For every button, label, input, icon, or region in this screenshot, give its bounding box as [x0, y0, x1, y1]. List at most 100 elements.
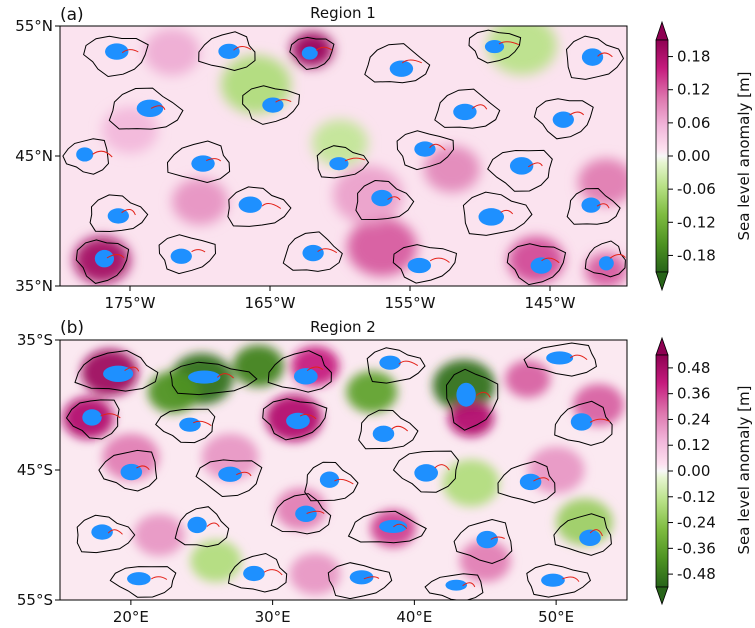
anomaly-blob [459, 539, 511, 583]
eddy-track [106, 253, 125, 259]
eddy-contour [98, 449, 158, 492]
eddy-contour [358, 409, 419, 450]
eddy-core [105, 43, 129, 60]
eddy-core [76, 147, 94, 162]
eddy-track [317, 248, 338, 254]
eddy-core [94, 249, 114, 268]
eddy-core [302, 244, 324, 262]
anomaly-blob [527, 446, 585, 494]
panel-b-label: (b) [60, 318, 84, 338]
eddy-core [581, 48, 604, 66]
eddy-contour [198, 31, 256, 72]
colorbar-tick-label: -0.12 [677, 488, 716, 506]
colorbar-tick-label: -0.06 [677, 180, 716, 198]
eddy-track [393, 523, 408, 530]
eddy-track [471, 104, 488, 110]
colorbar-a-top-extension [655, 20, 669, 41]
eddy-core [107, 208, 129, 224]
eddy-contour [523, 342, 597, 377]
x-tick-label: 50°E [538, 608, 574, 626]
eddy-core [187, 516, 207, 534]
eddy-core [349, 570, 374, 585]
anomaly-blob [487, 26, 557, 75]
eddy-track [387, 196, 401, 201]
eddy-track [391, 425, 409, 432]
eddy-core [476, 530, 498, 549]
eddy-track [609, 253, 626, 259]
eddy-track [191, 249, 206, 253]
eddy-core [484, 40, 505, 54]
colorbar-a: 0.18 0.12 0.06 0.00 -0.06 -0.12 -0.18 Sea leve… [655, 20, 753, 292]
eddy-contour [304, 461, 359, 502]
eddy-core [329, 157, 349, 171]
eddy-contour [316, 145, 370, 179]
eddy-contour [566, 187, 621, 225]
eddy-core [453, 103, 477, 121]
eddy-contour [392, 450, 460, 493]
eddy-core [218, 43, 240, 59]
eddy-contour [76, 514, 136, 554]
eddy-track [233, 45, 252, 51]
colorbar-tick-label: 0.48 [677, 359, 710, 377]
eddy-core [295, 505, 317, 522]
eddy-track [434, 464, 450, 471]
eddy-contour [462, 191, 533, 236]
eddy-track [136, 465, 150, 471]
eddy-track [589, 529, 603, 537]
eddy-track [306, 366, 324, 371]
eddy-contour [364, 43, 431, 84]
eddy-contour [487, 149, 553, 192]
eddy-track [589, 418, 611, 423]
eddy-track [500, 209, 514, 215]
eddy-core [91, 524, 113, 540]
panel-a-label: (a) [60, 5, 84, 25]
eddy-contour [262, 398, 328, 441]
eddy-track [344, 157, 365, 162]
eddy-core [179, 417, 201, 432]
eddy-contour [554, 400, 613, 446]
eddy-contour [155, 408, 216, 444]
eddy-contour [109, 566, 177, 598]
eddy-track [124, 366, 140, 372]
eddy-contour [396, 130, 455, 171]
eddy-contour [169, 361, 258, 396]
eddy-contour [158, 234, 217, 275]
eddy-core [509, 157, 534, 175]
eddy-contour [497, 460, 556, 504]
y-tick-label: 55°S [17, 591, 53, 609]
eddy-track [527, 162, 543, 168]
eddy-contour [62, 138, 110, 175]
panel-b-eddy-contours [65, 342, 613, 600]
eddy-track [596, 203, 610, 209]
eddy-core [530, 257, 552, 274]
colorbar-tick-label: -0.36 [677, 539, 716, 557]
eddy-track [121, 209, 136, 216]
x-tick-label: 40°E [396, 608, 432, 626]
colorbar-tick-label: 0.12 [677, 436, 710, 454]
anomaly-blob [333, 165, 403, 225]
eddy-contour [227, 186, 292, 227]
anomaly-blob [347, 217, 417, 277]
y-tick-label: 35°S [17, 331, 53, 349]
eddy-track [533, 477, 550, 482]
colorbar-tick-label: 0.36 [677, 385, 710, 403]
eddy-contour [75, 239, 130, 284]
colorbar-tick-label: -0.12 [677, 213, 716, 231]
eddy-core [218, 466, 242, 482]
eddy-contour [366, 347, 426, 384]
anomaly-blob [147, 370, 199, 414]
eddy-core [546, 351, 574, 365]
anomaly-blob [424, 145, 480, 193]
eddy-track [401, 59, 422, 64]
eddy-core [127, 572, 151, 586]
x-tick-label: 155°W [385, 294, 436, 312]
panel-b-y-axis: 35°S 45°S 55°S [17, 331, 60, 609]
eddy-core [414, 464, 439, 482]
eddy-track [462, 582, 476, 588]
anomaly-blob [346, 370, 398, 414]
eddy-core [82, 409, 102, 426]
eddy-contour [282, 231, 343, 272]
colorbar-b-top-extension [655, 336, 669, 356]
eddy-core [519, 473, 542, 491]
colorbar-tick-label: -0.48 [677, 565, 716, 583]
